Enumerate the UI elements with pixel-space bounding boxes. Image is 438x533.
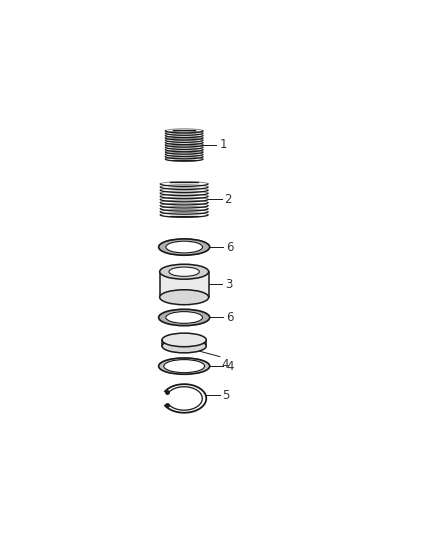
Polygon shape	[158, 239, 209, 255]
Bar	[162, 340, 206, 346]
Polygon shape	[158, 309, 209, 326]
Bar	[159, 272, 208, 297]
Polygon shape	[163, 360, 204, 373]
Text: 5: 5	[222, 389, 230, 401]
Text: 4: 4	[221, 358, 228, 371]
Polygon shape	[166, 312, 202, 324]
Ellipse shape	[159, 264, 208, 279]
Text: 3: 3	[225, 278, 232, 291]
Ellipse shape	[162, 333, 206, 347]
Text: 4: 4	[226, 360, 233, 373]
Polygon shape	[166, 241, 202, 253]
Polygon shape	[158, 358, 209, 374]
Text: 2: 2	[224, 193, 231, 206]
Ellipse shape	[159, 290, 208, 305]
Ellipse shape	[162, 339, 206, 353]
Text: 6: 6	[226, 311, 233, 324]
Text: 1: 1	[219, 139, 226, 151]
Text: 6: 6	[226, 240, 233, 254]
Ellipse shape	[169, 267, 199, 276]
